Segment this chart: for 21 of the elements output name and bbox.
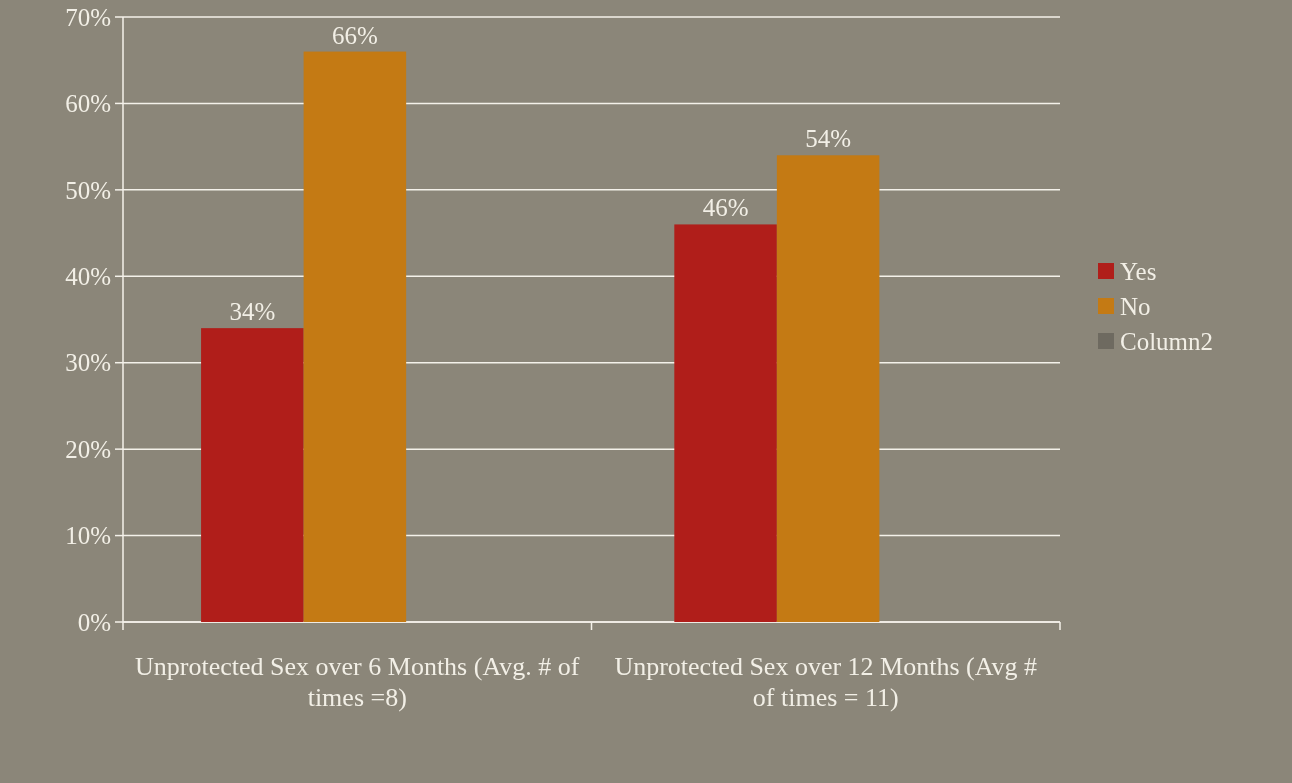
x-tick-label: Unprotected Sex over 6 Months (Avg. # of times =8) <box>135 652 580 712</box>
y-tick-label: 0% <box>77 608 111 636</box>
bar <box>303 51 407 622</box>
y-tick-label: 60% <box>65 90 111 118</box>
data-label: 54% <box>805 125 852 153</box>
legend-label: No <box>1120 292 1151 320</box>
data-label: 34% <box>229 298 276 326</box>
bar <box>674 224 777 622</box>
y-tick-label: 10% <box>65 522 111 550</box>
y-tick-label: 20% <box>65 435 111 463</box>
y-tick-label: 40% <box>65 263 111 291</box>
legend-label: Yes <box>1120 257 1157 285</box>
y-tick-label: 50% <box>65 176 111 204</box>
bar <box>776 155 880 622</box>
bar <box>201 328 304 622</box>
y-tick-label: 70% <box>65 3 111 31</box>
x-tick-label: Unprotected Sex over 12 Months (Avg # of times = 11) <box>614 652 1038 712</box>
data-label: 66% <box>331 21 378 49</box>
legend-label: Column2 <box>1120 327 1214 355</box>
data-label: 46% <box>702 194 749 222</box>
y-tick-label: 30% <box>65 349 111 377</box>
